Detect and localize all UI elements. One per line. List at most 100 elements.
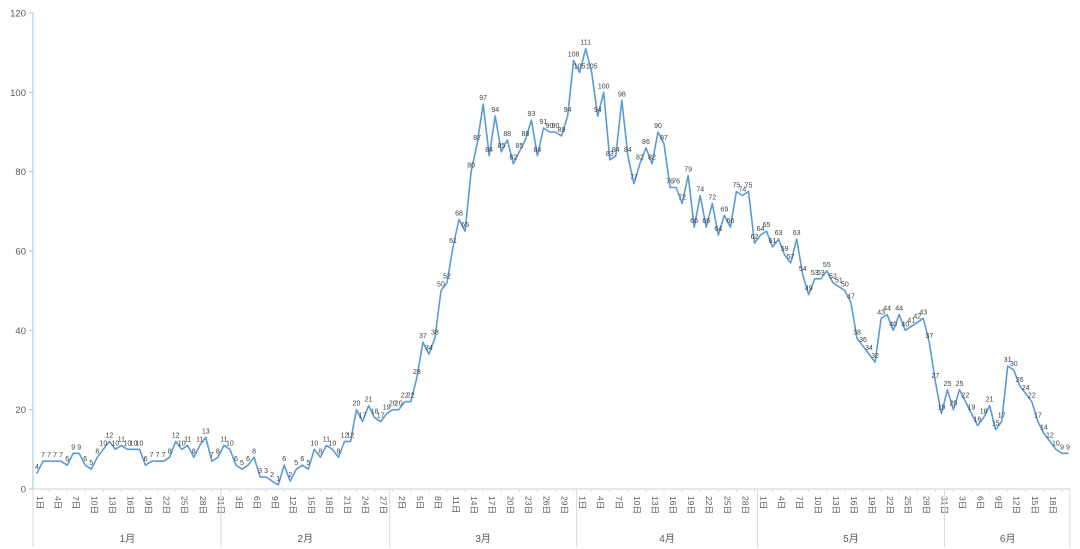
data-point-label: 36 bbox=[859, 337, 867, 344]
x-tick-label: 4日 bbox=[777, 496, 787, 509]
data-point-label: 20 bbox=[353, 401, 361, 408]
data-point-label: 53 bbox=[817, 270, 825, 277]
y-axis-tick-label: 80 bbox=[15, 167, 26, 178]
data-point-label: 4 bbox=[35, 464, 39, 471]
x-tick-label: 21日 bbox=[342, 496, 352, 514]
data-point-label: 10 bbox=[111, 440, 119, 447]
x-tick-label: 1日 bbox=[35, 496, 45, 509]
data-point-label: 8 bbox=[95, 448, 99, 455]
data-point-label: 6 bbox=[144, 456, 148, 463]
data-point-label: 20 bbox=[389, 401, 397, 408]
data-point-label: 10 bbox=[310, 440, 318, 447]
data-point-label: 87 bbox=[660, 135, 668, 142]
data-point-label: 91 bbox=[540, 119, 548, 126]
data-point-label: 5 bbox=[306, 460, 310, 467]
data-point-label: 8 bbox=[252, 448, 256, 455]
data-point-label: 12 bbox=[347, 432, 355, 439]
data-point-label: 66 bbox=[726, 218, 734, 225]
data-point-label: 43 bbox=[877, 309, 885, 316]
data-point-label: 13 bbox=[202, 428, 210, 435]
data-point-label: 14 bbox=[1040, 424, 1048, 431]
data-point-label: 74 bbox=[696, 186, 704, 193]
data-point-label: 43 bbox=[919, 309, 927, 316]
x-tick-label: 23日 bbox=[523, 496, 533, 514]
data-point-label: 94 bbox=[594, 107, 602, 114]
x-tick-label: 13日 bbox=[107, 496, 117, 514]
x-tick-label: 7日 bbox=[795, 496, 805, 509]
data-point-label: 52 bbox=[443, 274, 451, 281]
data-point-label: 2 bbox=[270, 472, 274, 479]
x-tick-label: 25日 bbox=[903, 496, 913, 514]
data-point-label: 3 bbox=[258, 468, 262, 475]
x-tick-label: 10日 bbox=[813, 496, 823, 514]
data-point-label: 69 bbox=[720, 206, 728, 213]
data-point-label: 75 bbox=[732, 183, 740, 190]
data-point-label: 90 bbox=[546, 123, 554, 130]
data-point-label: 20 bbox=[395, 401, 403, 408]
series-line bbox=[36, 47, 1069, 486]
data-point-label: 12 bbox=[341, 432, 349, 439]
data-point-label: 25 bbox=[956, 381, 964, 388]
data-point-label: 7 bbox=[210, 452, 214, 459]
data-point-label: 31 bbox=[1004, 357, 1012, 364]
data-point-label: 1 bbox=[276, 476, 280, 483]
data-point-label: 41 bbox=[907, 317, 915, 324]
data-point-label: 65 bbox=[461, 222, 469, 229]
data-point-label: 50 bbox=[841, 282, 849, 289]
data-point-label: 8 bbox=[318, 448, 322, 455]
x-tick-label: 25日 bbox=[180, 496, 190, 514]
data-point-label: 79 bbox=[684, 167, 692, 174]
data-point-label: 32 bbox=[871, 353, 879, 360]
data-point-label: 25 bbox=[944, 381, 952, 388]
data-point-label: 11 bbox=[184, 436, 191, 443]
data-point-label: 12 bbox=[172, 432, 180, 439]
data-point-label: 10 bbox=[329, 440, 337, 447]
month-label: 5月 bbox=[843, 533, 859, 545]
data-point-label: 84 bbox=[534, 147, 542, 154]
data-point-label: 16 bbox=[974, 417, 982, 424]
data-point-label: 37 bbox=[925, 333, 933, 340]
data-point-label: 22 bbox=[401, 393, 409, 400]
month-label: 3月 bbox=[475, 533, 491, 545]
data-point-label: 52 bbox=[829, 274, 837, 281]
x-tick-label: 12日 bbox=[1012, 496, 1022, 514]
x-tick-label: 20日 bbox=[505, 496, 515, 514]
data-point-label: 18 bbox=[980, 409, 988, 416]
data-point-label: 66 bbox=[702, 218, 710, 225]
y-axis-tick-label: 60 bbox=[15, 247, 26, 258]
data-point-label: 105 bbox=[586, 64, 598, 71]
data-point-label: 82 bbox=[636, 155, 644, 162]
data-point-label: 5 bbox=[240, 460, 244, 467]
data-point-label: 8 bbox=[192, 448, 196, 455]
data-point-label: 63 bbox=[793, 230, 801, 237]
y-axis-tick-label: 0 bbox=[21, 485, 26, 496]
x-tick-label: 11日 bbox=[451, 496, 461, 513]
x-tick-label: 27日 bbox=[379, 496, 389, 514]
data-point-label: 24 bbox=[1022, 385, 1030, 392]
data-point-label: 10 bbox=[124, 440, 132, 447]
data-point-label: 87 bbox=[473, 135, 481, 142]
data-point-label: 80 bbox=[467, 163, 475, 170]
data-point-label: 93 bbox=[527, 111, 535, 118]
y-axis-tick-label: 40 bbox=[15, 326, 26, 337]
x-tick-label: 28日 bbox=[740, 496, 750, 514]
data-point-label: 11 bbox=[220, 436, 227, 443]
x-tick-label: 6日 bbox=[252, 496, 262, 509]
data-point-label: 108 bbox=[568, 52, 580, 59]
data-point-label: 34 bbox=[865, 345, 873, 352]
data-point-label: 15 bbox=[992, 421, 1000, 428]
data-point-label: 57 bbox=[787, 254, 795, 261]
x-tick-label: 17日 bbox=[487, 496, 497, 514]
data-point-label: 6 bbox=[300, 456, 304, 463]
x-tick-label: 9日 bbox=[270, 496, 280, 509]
x-tick-label: 19日 bbox=[144, 496, 154, 514]
data-point-label: 59 bbox=[781, 246, 789, 253]
data-point-label: 6 bbox=[65, 456, 69, 463]
x-tick-label: 22日 bbox=[704, 496, 714, 514]
data-point-label: 8 bbox=[337, 448, 341, 455]
data-point-label: 11 bbox=[323, 436, 330, 443]
data-point-label: 19 bbox=[937, 405, 945, 412]
data-point-label: 47 bbox=[847, 294, 855, 301]
